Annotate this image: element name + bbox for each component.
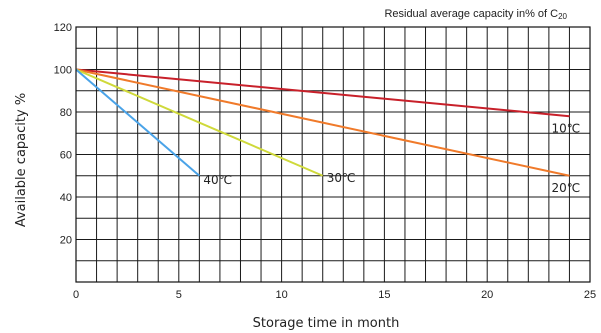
series-line-2 [75, 68, 570, 177]
y-tick-label: 40 [60, 192, 72, 204]
x-tick-label: 15 [378, 289, 390, 301]
series-label-1: 10℃ [551, 121, 580, 135]
title-subscript: 20 [558, 12, 567, 21]
y-tick-label: 80 [60, 107, 72, 119]
series-line-4 [75, 68, 201, 177]
x-tick-label: 0 [73, 289, 79, 301]
y-tick-label: 120 [54, 22, 72, 34]
chart-title: Residual average capacity in% of C20 [384, 8, 567, 21]
series-lines [75, 68, 570, 177]
y-axis-label: Available capacity % [14, 93, 29, 227]
series-line-1 [75, 68, 570, 118]
y-tick-label: 20 [60, 235, 72, 247]
series-label-3: 30℃ [327, 171, 356, 185]
y-tick-label: 100 [54, 65, 72, 77]
grid [76, 27, 590, 282]
series-line-3 [75, 68, 324, 177]
x-tick-label: 20 [481, 289, 493, 301]
x-tick-label: 10 [275, 289, 287, 301]
series-label-2: 20℃ [551, 181, 580, 195]
x-tick-label: 5 [176, 289, 182, 301]
series-label-4: 40℃ [203, 173, 232, 187]
x-tick-label: 25 [584, 289, 596, 301]
tick-labels: 0 5 10 15 20 25 20 40 60 80 100 120 [54, 22, 596, 301]
series-labels: 10℃ 20℃ 30℃ 40℃ [203, 121, 580, 195]
plot-frame [75, 26, 591, 283]
y-tick-label: 60 [60, 150, 72, 162]
x-axis-label: Storage time in month [253, 316, 400, 331]
